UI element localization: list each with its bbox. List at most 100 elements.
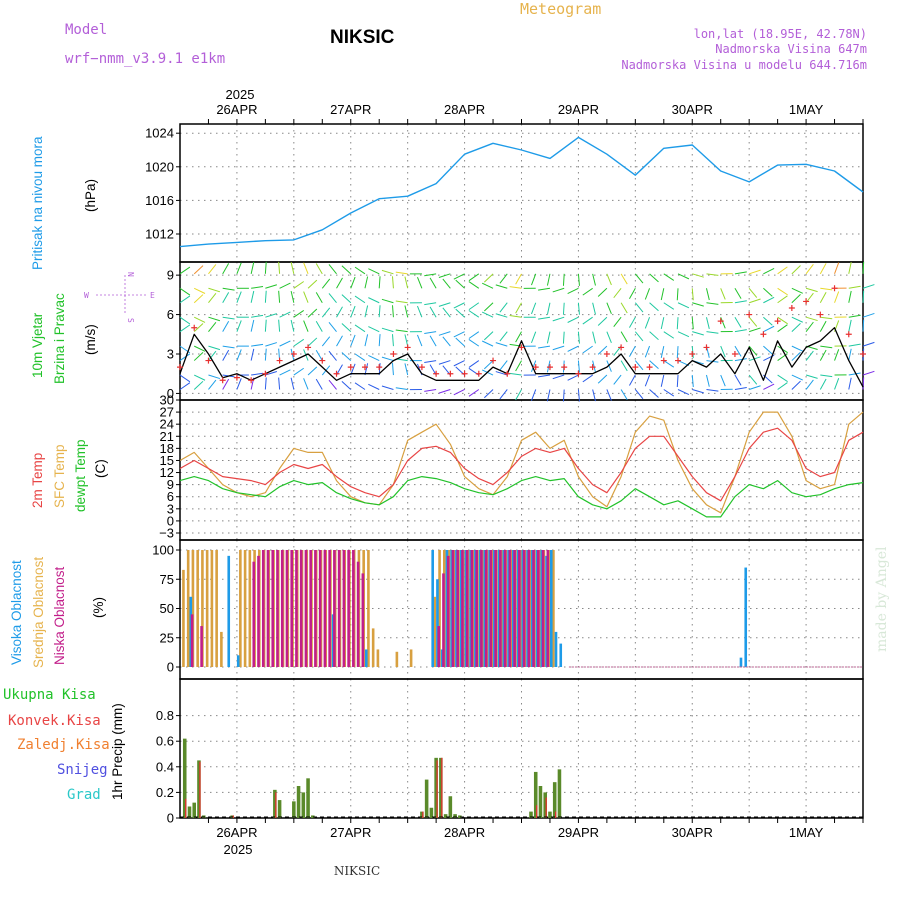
precip-total-bar [296, 786, 301, 818]
wind-barb [453, 360, 465, 367]
mid-cloud-bar [371, 628, 375, 667]
mid-cloud-bar [201, 550, 204, 667]
wind-barb [250, 290, 255, 303]
gust-marker [290, 351, 297, 357]
gust-marker [532, 364, 539, 371]
wind-barb [381, 356, 394, 362]
wind-barb [179, 324, 191, 333]
low-cloud-bar [361, 573, 365, 667]
wind-barb [279, 282, 291, 289]
y-tick-label: 6 [167, 489, 174, 504]
wind-barb [805, 321, 814, 332]
wind-barb [515, 302, 522, 314]
wind-barb [791, 380, 801, 390]
precip-total-bar [187, 806, 192, 818]
low-cloud-bar [261, 550, 265, 667]
wind-barb [378, 305, 381, 318]
elevation-label: Nadmorska Visina 647m [715, 42, 867, 56]
wind-barb [819, 263, 827, 275]
gust-marker [490, 357, 497, 364]
wind-barb [429, 306, 437, 318]
wind-barb [278, 377, 281, 390]
wind-barb [592, 331, 596, 344]
wind-barb [303, 378, 309, 390]
wind-barb [315, 263, 323, 275]
wind-barb [705, 374, 710, 387]
wind-barb [538, 374, 551, 378]
wind-barb [279, 340, 291, 347]
sfc-temp-line [179, 411, 864, 514]
wind-barb [404, 363, 409, 376]
high-cloud-bar [331, 614, 335, 667]
wind-barb [862, 284, 875, 289]
low-cloud-bar [356, 561, 360, 667]
wind-barb [455, 279, 465, 289]
wind-panel-title-1: 10m Vjetar [30, 312, 45, 378]
precip-unit: 1hr Precip (mm) [110, 703, 125, 800]
wind-barb [620, 302, 628, 314]
low-cloud-bar [252, 561, 256, 667]
wind-barb [442, 336, 451, 347]
wind-barb [691, 317, 694, 330]
wind-barb [848, 319, 852, 332]
low-cloud-bar [461, 550, 464, 667]
wind-barb [706, 273, 719, 276]
precip-total-bar [192, 802, 197, 818]
wind-barb [455, 308, 465, 318]
wind-barb [567, 316, 579, 323]
wind-barb [193, 380, 204, 390]
gust-marker [703, 344, 710, 351]
wind-barb [395, 300, 408, 304]
y-tick-label: 30 [160, 393, 174, 408]
wind-panel-title-2: Brzina i Pravac [52, 293, 67, 384]
wind-barb [468, 281, 480, 289]
wind-barb [303, 320, 309, 332]
wind-barb [208, 264, 217, 275]
precip-conv-bar [555, 811, 557, 818]
wind-barb [236, 320, 242, 332]
wind-barb [620, 331, 628, 343]
gust-marker [305, 344, 312, 351]
wind-barb [354, 295, 366, 304]
mid-cloud-bar [376, 649, 380, 667]
watermark: made by Angel [874, 546, 890, 652]
wind-barb [577, 273, 580, 286]
wind-barb [307, 279, 318, 289]
wind-barb [791, 265, 801, 275]
wind-barb [315, 321, 323, 332]
gust-marker [433, 370, 440, 377]
mid-cloud-bar [191, 550, 195, 667]
wind-barb [483, 273, 494, 283]
gust-marker [774, 318, 781, 325]
wind-barb [862, 370, 875, 376]
wind-barb [222, 349, 230, 361]
wind-barb [676, 288, 679, 301]
wind-barb [424, 388, 437, 392]
wind-barb [848, 285, 861, 289]
wind-barb [676, 374, 679, 388]
wind-barb [819, 291, 827, 303]
precip-conv-bar [232, 815, 234, 818]
wind-barb [265, 371, 277, 376]
gust-marker [831, 285, 838, 292]
gust-marker [475, 370, 482, 377]
wind-barb [562, 389, 565, 402]
wind-barb [577, 360, 580, 373]
gust-marker [447, 370, 454, 377]
top-date-label: 1MAY [789, 102, 824, 117]
wind-barb [236, 291, 242, 303]
y-tick-label: 0.6 [156, 734, 174, 749]
wind-barb [381, 298, 394, 304]
high-cloud-bar [483, 550, 487, 667]
wind-barb [315, 349, 323, 361]
wind-barb [483, 360, 494, 370]
wind-barb [179, 353, 191, 361]
wind-barb [546, 360, 551, 373]
wind-barb [763, 267, 775, 275]
wind-barb [208, 287, 221, 293]
wind-barb [208, 293, 217, 304]
low-cloud-bar [442, 573, 445, 667]
high-cloud-bar [436, 579, 439, 667]
gust-marker [404, 344, 411, 351]
mid-cloud-bar [395, 651, 399, 667]
